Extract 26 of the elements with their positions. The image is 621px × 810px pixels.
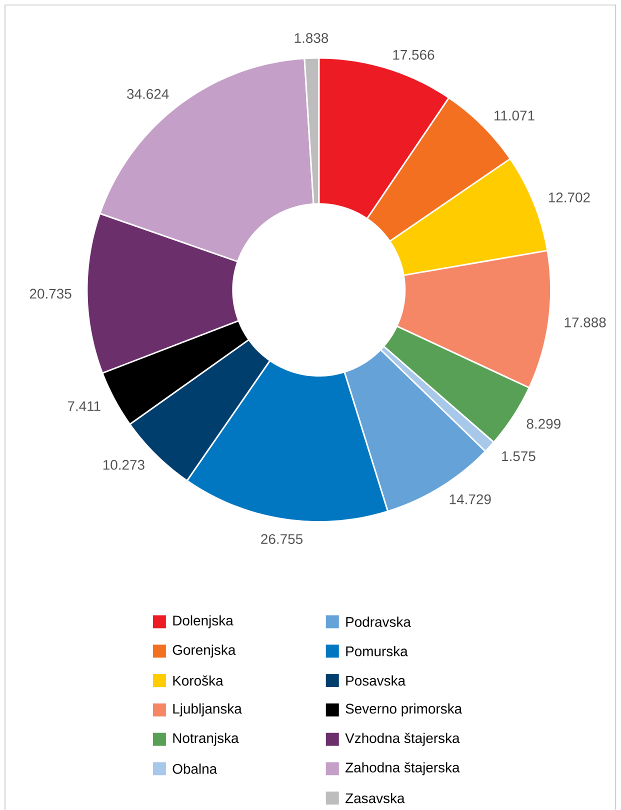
legend-label: Severno primorska (346, 703, 462, 716)
legend-label: Zasavska (346, 792, 405, 804)
legend-label: Zahodna štajerska (346, 762, 460, 776)
legend-label: Obalna (172, 764, 218, 774)
data-label: 26.755 (261, 534, 303, 544)
data-label: 20.735 (30, 288, 72, 299)
data-label: 34.624 (127, 89, 169, 99)
legend-label: Ljubljanska (173, 703, 242, 716)
legend-label: Podravska (346, 616, 412, 627)
data-label: 11.071 (494, 110, 534, 121)
legend-label: Pomurska (346, 646, 408, 656)
legend-label: Koroška (173, 675, 224, 686)
data-label: 8.299 (526, 418, 561, 429)
data-label: 17.888 (564, 317, 606, 328)
legend-label: Posavska (346, 675, 406, 686)
data-label: 17.566 (393, 50, 434, 60)
data-label: 12.702 (549, 192, 590, 202)
legend-label: Dolenjska (173, 615, 234, 628)
data-label: 10.273 (104, 460, 144, 470)
data-label: 1.575 (502, 451, 536, 462)
data-label: 7.411 (68, 401, 100, 411)
legend-label: Vzhodna štajerska (345, 732, 460, 746)
legend-label: Gorenjska (172, 644, 236, 658)
data-label: 14.729 (450, 494, 491, 504)
data-label: 1.838 (294, 33, 328, 43)
legend-label: Notranjska (173, 732, 239, 746)
